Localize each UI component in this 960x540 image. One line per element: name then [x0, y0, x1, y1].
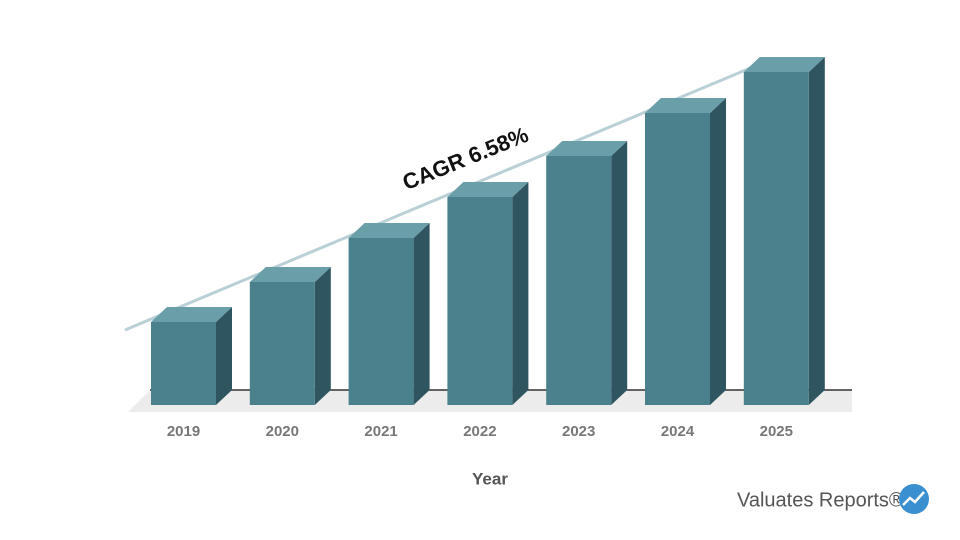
- bar: [348, 238, 414, 405]
- brand-icon-line: [902, 491, 925, 506]
- bar: [249, 282, 315, 405]
- x-tick-label: 2020: [266, 423, 299, 440]
- x-tick-label: 2022: [463, 423, 496, 440]
- bar: [743, 72, 809, 405]
- bar-side: [512, 182, 529, 405]
- bar-top: [645, 98, 726, 113]
- bar-side: [611, 141, 628, 405]
- bar-top: [743, 57, 825, 72]
- x-tick-label: 2025: [760, 423, 793, 440]
- bar-side: [216, 307, 232, 405]
- x-tick-label: 2021: [364, 423, 397, 440]
- bar: [546, 156, 612, 405]
- brand: Valuates Reports®: [737, 489, 904, 511]
- x-tick-label: 2024: [661, 423, 695, 440]
- bars: [151, 57, 825, 405]
- brand-icon: [899, 484, 929, 514]
- bar-side: [314, 267, 331, 405]
- bar-side: [710, 98, 726, 405]
- bar: [447, 197, 513, 405]
- bar: [645, 113, 710, 405]
- x-tick-label: 2023: [562, 423, 595, 440]
- bar-top: [249, 267, 331, 282]
- x-axis-label: Year: [472, 469, 508, 488]
- bar-top: [447, 182, 529, 197]
- x-tick-label: 2019: [167, 423, 200, 440]
- bar-side: [808, 57, 825, 405]
- bar-top: [348, 223, 430, 238]
- bar-top: [546, 141, 628, 156]
- bar-top: [151, 307, 232, 322]
- bar: [151, 322, 216, 405]
- bar-side: [413, 223, 430, 405]
